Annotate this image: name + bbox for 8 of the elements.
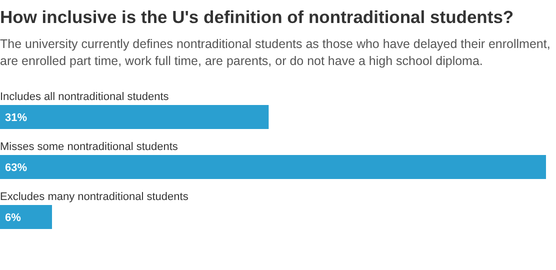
data-label: 63% xyxy=(5,162,28,174)
data-label: 31% xyxy=(5,112,28,124)
data-label: 6% xyxy=(5,212,22,224)
y-tick-label: Misses some nontraditional students xyxy=(0,141,178,153)
chart-title: How inclusive is the U's definition of nontraditional students? xyxy=(0,6,515,28)
y-tick-label: Excludes many nontraditional students xyxy=(0,191,189,203)
chart-subtitle: The university currently defines nontraditional students as those who have delayed their enrollment, are enrolled part time, work full time, are parents, or do not have a high school diploma. xyxy=(0,36,552,70)
y-tick-label: Includes all nontraditional students xyxy=(0,91,170,103)
